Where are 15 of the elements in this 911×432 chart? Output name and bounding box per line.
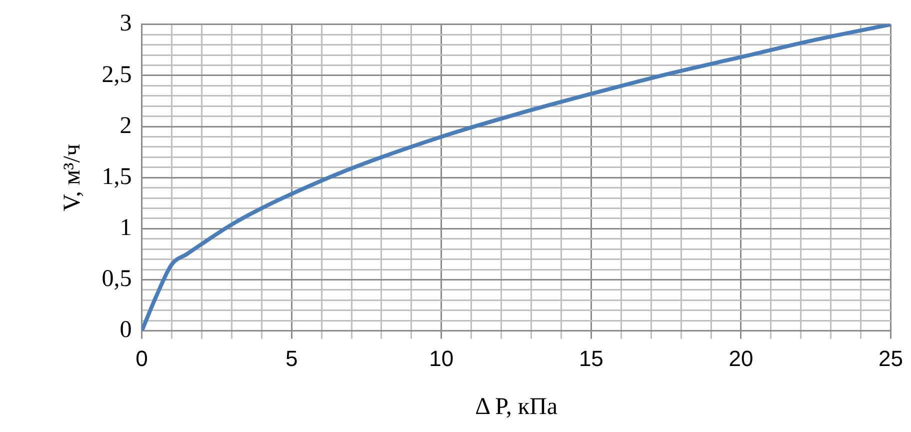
x-axis-title: Δ P, кПа [475, 394, 558, 420]
y-axis-title: V, м³/ч [60, 144, 86, 212]
x-tick-label: 10 [429, 346, 454, 372]
x-tick-label: 20 [728, 346, 754, 372]
x-tick-label: 25 [878, 346, 904, 372]
y-tick-label: 2 [120, 112, 132, 139]
y-tick-label: 3 [120, 10, 132, 37]
x-tick-label: 0 [136, 346, 148, 372]
y-tick-label: 0,5 [102, 266, 132, 292]
y-tick-label: 0 [120, 317, 132, 344]
y-tick-label: 1,5 [102, 164, 132, 190]
x-tick-label: 15 [578, 346, 604, 372]
y-tick-label: 1 [120, 214, 132, 241]
x-tick-label: 5 [285, 346, 298, 372]
y-tick-label: 2,5 [102, 62, 132, 88]
